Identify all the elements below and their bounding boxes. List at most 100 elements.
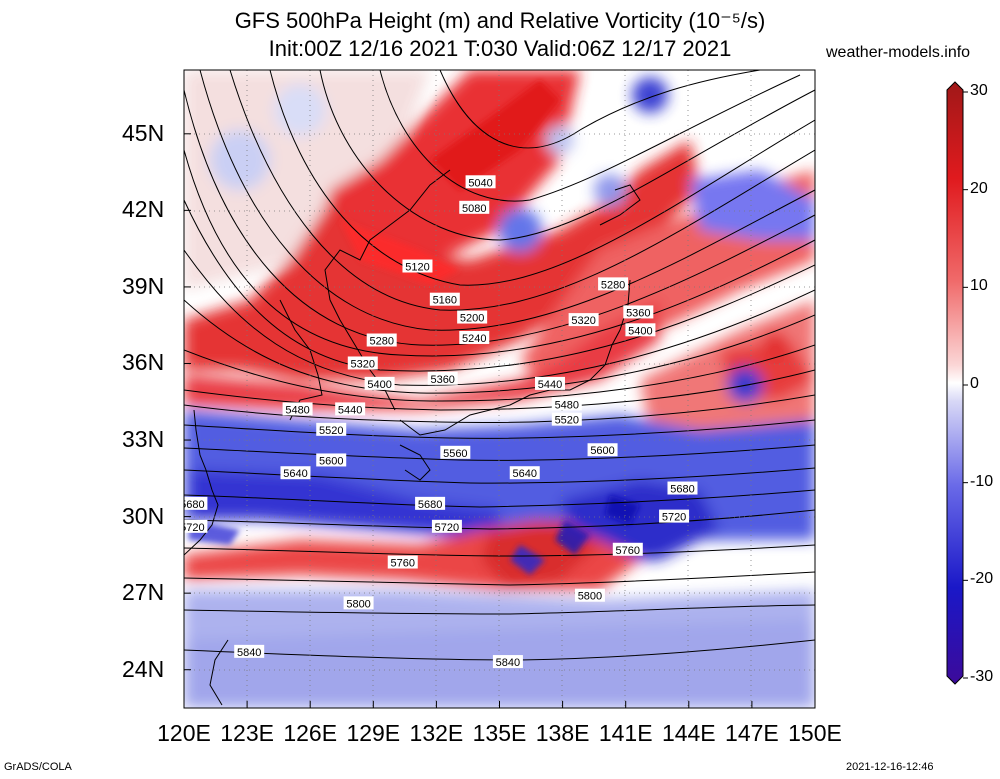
contour-label-text: 5400 <box>367 379 391 391</box>
lon-tick-label: 132E <box>409 720 464 746</box>
contour-label-text: 5240 <box>462 333 486 345</box>
height-contours <box>184 70 815 661</box>
lon-tick-label: 123E <box>220 720 274 746</box>
coastlines <box>184 169 641 706</box>
colorbar-label: 10 <box>970 277 988 295</box>
lon-tick-label: 144E <box>661 720 716 746</box>
contour-label: 5480 <box>282 402 313 416</box>
contour-label: 5200 <box>457 310 488 325</box>
lat-tick-label: 36N <box>122 349 165 376</box>
contour-label-text: 5160 <box>433 295 457 307</box>
contour-label: 5320 <box>347 356 378 370</box>
lat-tick-label: 27N <box>122 579 165 606</box>
contour-label-text: 5680 <box>670 484 694 496</box>
contour-label-text: 5360 <box>430 374 454 386</box>
contour-label-text: 5440 <box>338 404 362 416</box>
contour-label: 5760 <box>387 555 418 570</box>
contour-label: 5280 <box>598 277 629 291</box>
contour-label-text: 5080 <box>462 203 486 215</box>
contour-label: 5680 <box>667 481 698 496</box>
contour-label: 5520 <box>316 422 347 437</box>
lon-tick-label: 147E <box>725 720 779 746</box>
contour-label-text: 5480 <box>555 399 579 411</box>
contour-label: 5760 <box>612 542 643 557</box>
contour-label-text: 5200 <box>460 313 484 325</box>
colorbar-label: -30 <box>970 668 994 685</box>
lon-tick-label: 150E <box>788 720 842 746</box>
contour-label: 5080 <box>459 200 490 215</box>
contour-label: 5160 <box>429 292 460 307</box>
colorbar-label: -10 <box>970 472 994 490</box>
title-line-1: GFS 500hPa Height (m) and Relative Vorti… <box>234 8 766 33</box>
contour-label: 5040 <box>465 175 496 189</box>
contour-label-text: 5680 <box>418 499 442 511</box>
contour-label-text: 5520 <box>555 415 579 427</box>
contour-label: 5800 <box>343 596 374 610</box>
colorbar-label: 20 <box>970 179 988 197</box>
footer-right: 2021-12-16-12:46 <box>846 761 934 773</box>
contour-label: 5360 <box>623 305 654 319</box>
contour-label-text: 5840 <box>237 647 261 659</box>
colorbar-label: 0 <box>970 375 979 392</box>
contour-label-text: 5800 <box>578 591 602 603</box>
contour-label: 5840 <box>234 644 265 659</box>
contour-label-text: 5280 <box>369 336 393 348</box>
contour-label: 5600 <box>316 453 347 467</box>
axis-ticks <box>183 133 816 708</box>
contour-label: 5320 <box>568 313 599 327</box>
lat-tick-label: 45N <box>122 119 165 146</box>
lon-tick-label: 135E <box>472 720 527 746</box>
footer-left: GrADS/COLA <box>4 761 72 773</box>
contour-label: 5640 <box>280 466 311 480</box>
contour-label-text: 5800 <box>346 598 370 610</box>
lat-tick-label: 39N <box>122 272 165 299</box>
contour-label: 5360 <box>427 371 458 386</box>
contour-label-text: 5720 <box>435 522 459 534</box>
lat-tick-label: 24N <box>122 655 165 682</box>
contour-label-text: 5680 <box>180 499 204 511</box>
contour-label: 5560 <box>440 445 471 460</box>
contour-label-text: 5520 <box>319 425 343 437</box>
contour-label-text: 5040 <box>468 177 492 189</box>
site-credit: weather-models.info <box>826 44 971 61</box>
colorbar-label: 30 <box>970 82 988 99</box>
contour-label: 5640 <box>509 466 540 480</box>
contour-label: 5480 <box>551 397 582 411</box>
contour-label-text: 5640 <box>283 468 307 480</box>
contour-label: 5400 <box>364 376 395 391</box>
contour-label: 5440 <box>534 376 565 391</box>
contour-label-text: 5640 <box>512 468 536 480</box>
lat-tick-label: 30N <box>122 502 165 529</box>
contour-label-text: 5600 <box>319 455 343 467</box>
contour-label: 5840 <box>492 655 523 669</box>
lat-tick-label: 42N <box>122 196 165 223</box>
colorbar-label: -20 <box>970 570 994 588</box>
contour-label: 5680 <box>415 496 446 511</box>
contour-label: 5680 <box>180 496 208 511</box>
title-line-2: Init:00Z 12/16 2021 T:030 Valid:06Z 12/1… <box>268 36 732 61</box>
contour-label: 5280 <box>366 333 397 348</box>
contour-label-text: 5280 <box>601 279 625 291</box>
colorbar <box>946 81 968 685</box>
contour-label: 5400 <box>625 323 656 337</box>
contour-label: 5440 <box>335 402 366 416</box>
contour-label-text: 5320 <box>351 358 375 370</box>
contour-label: 5520 <box>551 412 582 427</box>
contour-label-text: 5400 <box>628 325 652 337</box>
gridlines <box>184 70 815 708</box>
contour-label-text: 5720 <box>180 522 204 534</box>
contour-label-text: 5560 <box>443 448 467 460</box>
contour-label-text: 5480 <box>285 404 309 416</box>
contour-label: 5120 <box>402 259 433 274</box>
contour-label-text: 5440 <box>538 379 562 391</box>
lon-tick-label: 126E <box>283 720 338 746</box>
contour-label: 5600 <box>587 443 618 457</box>
contour-label-text: 5840 <box>496 657 520 669</box>
contour-label-text: 5360 <box>626 307 650 319</box>
contour-label: 5240 <box>459 330 490 345</box>
lon-tick-label: 129E <box>346 720 401 746</box>
contour-label-text: 5600 <box>590 445 614 457</box>
